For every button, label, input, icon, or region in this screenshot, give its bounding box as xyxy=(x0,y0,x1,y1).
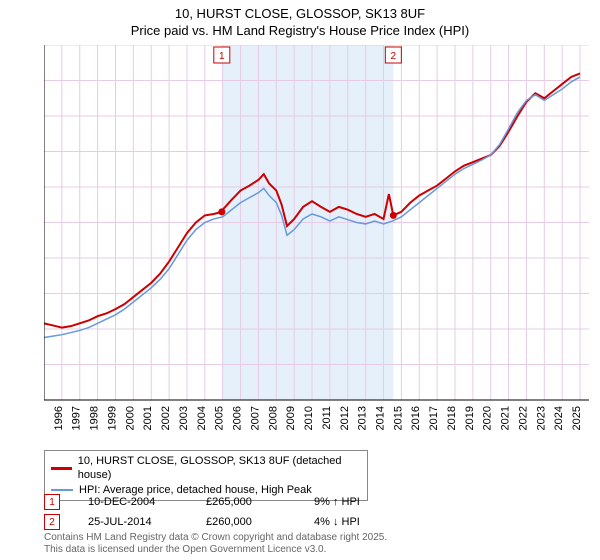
title-line2: Price paid vs. HM Land Registry's House … xyxy=(0,23,600,40)
datapoint-delta-2: 4% ↓ HPI xyxy=(314,516,360,528)
svg-text:2006: 2006 xyxy=(232,406,244,430)
legend-swatch-2 xyxy=(51,489,73,491)
svg-text:2015: 2015 xyxy=(392,406,404,430)
svg-text:1998: 1998 xyxy=(89,406,101,430)
datapoint-date-1: 10-DEC-2004 xyxy=(88,496,178,508)
svg-text:2021: 2021 xyxy=(500,406,512,430)
svg-text:2019: 2019 xyxy=(464,406,476,430)
datapoint-delta-1: 9% ↑ HPI xyxy=(314,496,360,508)
marker-badge-2: 2 xyxy=(44,514,60,530)
datapoint-date-2: 25-JUL-2014 xyxy=(88,516,178,528)
line-chart: £0£50K£100K£150K£200K£250K£300K£350K£400… xyxy=(44,45,589,435)
svg-text:2: 2 xyxy=(391,51,397,62)
svg-text:2009: 2009 xyxy=(285,406,297,430)
svg-text:2020: 2020 xyxy=(482,406,494,430)
svg-text:2007: 2007 xyxy=(249,406,261,430)
datapoint-row-2: 2 25-JUL-2014 £260,000 4% ↓ HPI xyxy=(44,514,360,530)
svg-text:1999: 1999 xyxy=(106,406,118,430)
footer-line2: This data is licensed under the Open Gov… xyxy=(44,544,387,556)
datapoint-price-2: £260,000 xyxy=(206,516,286,528)
marker-badge-1: 1 xyxy=(44,494,60,510)
svg-text:2005: 2005 xyxy=(214,406,226,430)
svg-text:2000: 2000 xyxy=(124,406,136,430)
svg-text:1: 1 xyxy=(219,51,225,62)
svg-text:2013: 2013 xyxy=(357,406,369,430)
datapoint-row-1: 1 10-DEC-2004 £265,000 9% ↑ HPI xyxy=(44,494,360,510)
svg-text:2014: 2014 xyxy=(375,406,387,430)
svg-text:2018: 2018 xyxy=(446,406,458,430)
legend-swatch-1 xyxy=(51,467,72,470)
footer-line1: Contains HM Land Registry data © Crown c… xyxy=(44,532,387,544)
svg-text:2004: 2004 xyxy=(196,406,208,430)
svg-text:1995: 1995 xyxy=(44,406,47,430)
svg-text:2025: 2025 xyxy=(571,406,583,430)
svg-text:2022: 2022 xyxy=(517,406,529,430)
svg-text:1996: 1996 xyxy=(53,406,65,430)
chart-title: 10, HURST CLOSE, GLOSSOP, SK13 8UF Price… xyxy=(0,0,600,40)
svg-text:2002: 2002 xyxy=(160,406,172,430)
svg-text:2011: 2011 xyxy=(321,406,333,430)
svg-text:2010: 2010 xyxy=(303,406,315,430)
svg-text:1997: 1997 xyxy=(71,406,83,430)
datapoint-price-1: £265,000 xyxy=(206,496,286,508)
svg-text:2008: 2008 xyxy=(267,406,279,430)
svg-text:2003: 2003 xyxy=(178,406,190,430)
legend-label-1: 10, HURST CLOSE, GLOSSOP, SK13 8UF (deta… xyxy=(78,454,361,483)
svg-text:2012: 2012 xyxy=(339,406,351,430)
svg-text:2001: 2001 xyxy=(142,406,154,430)
title-line1: 10, HURST CLOSE, GLOSSOP, SK13 8UF xyxy=(0,6,600,23)
chart-area: £0£50K£100K£150K£200K£250K£300K£350K£400… xyxy=(44,45,589,435)
svg-text:2016: 2016 xyxy=(410,406,422,430)
svg-text:2017: 2017 xyxy=(428,406,440,430)
svg-text:2023: 2023 xyxy=(535,406,547,430)
svg-text:2024: 2024 xyxy=(553,406,565,430)
footer: Contains HM Land Registry data © Crown c… xyxy=(44,532,387,556)
chart-container: 10, HURST CLOSE, GLOSSOP, SK13 8UF Price… xyxy=(0,0,600,560)
legend-row-1: 10, HURST CLOSE, GLOSSOP, SK13 8UF (deta… xyxy=(51,454,361,483)
